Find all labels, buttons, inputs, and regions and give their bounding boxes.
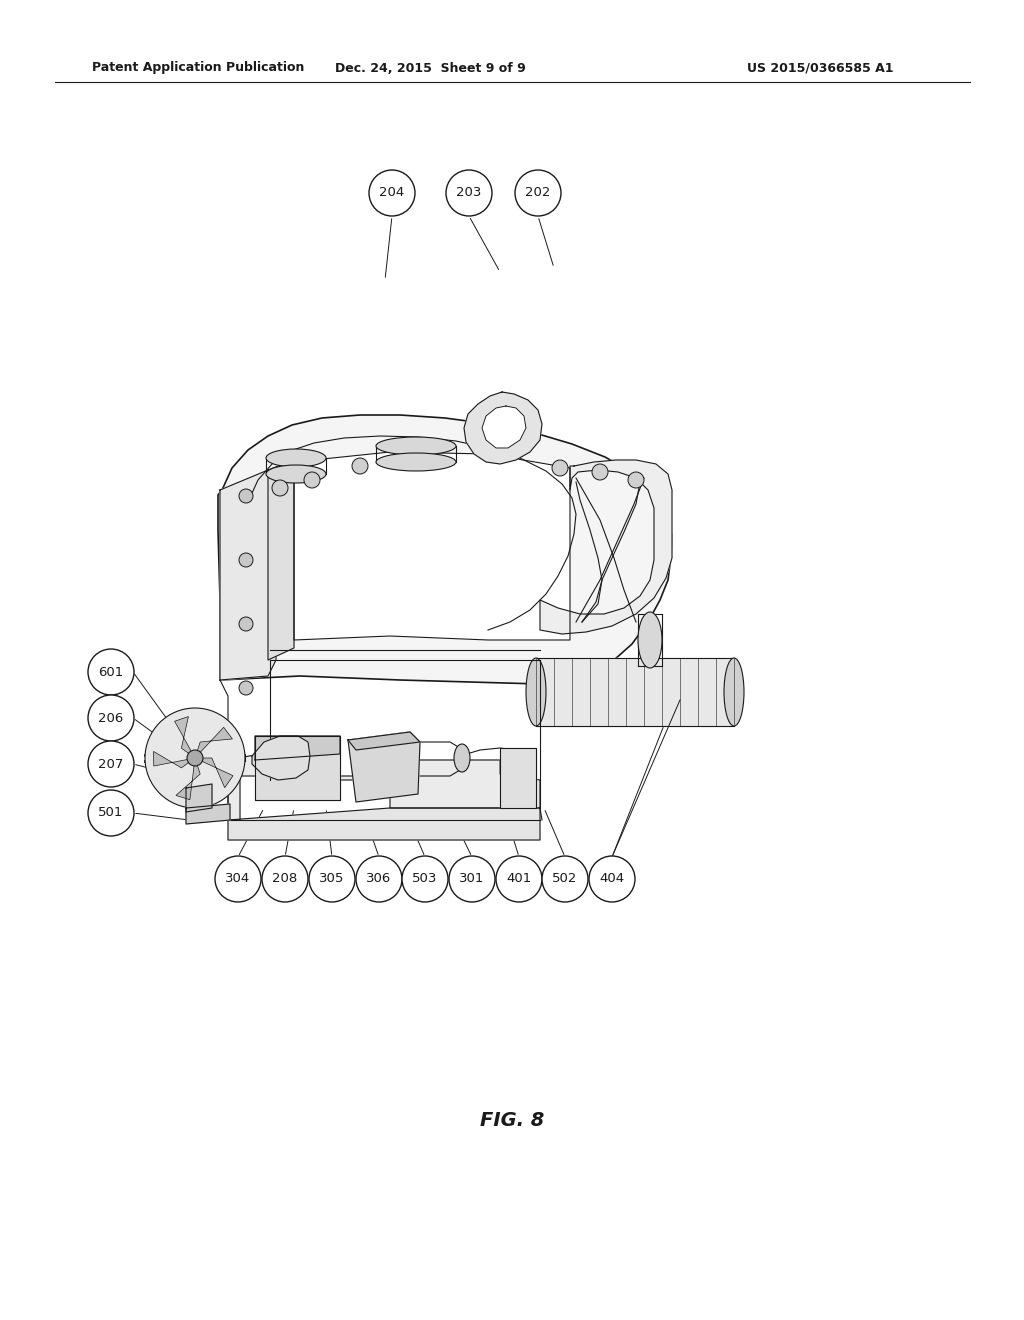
Polygon shape <box>195 727 232 758</box>
Circle shape <box>552 459 568 477</box>
Ellipse shape <box>724 657 744 726</box>
Text: 204: 204 <box>379 186 404 199</box>
Polygon shape <box>186 784 212 812</box>
Text: 301: 301 <box>460 873 484 886</box>
Circle shape <box>515 170 561 216</box>
Circle shape <box>352 458 368 474</box>
Ellipse shape <box>376 453 456 471</box>
Polygon shape <box>482 407 526 447</box>
Circle shape <box>369 170 415 216</box>
Circle shape <box>592 465 608 480</box>
Text: 306: 306 <box>367 873 391 886</box>
Ellipse shape <box>454 744 470 772</box>
Circle shape <box>589 855 635 902</box>
Polygon shape <box>348 733 420 803</box>
Text: 207: 207 <box>98 758 124 771</box>
Text: 304: 304 <box>225 873 251 886</box>
Polygon shape <box>154 751 195 768</box>
Circle shape <box>239 681 253 696</box>
Circle shape <box>356 855 402 902</box>
Circle shape <box>446 170 492 216</box>
Text: FIG. 8: FIG. 8 <box>480 1110 544 1130</box>
Polygon shape <box>536 657 734 726</box>
Circle shape <box>88 789 134 836</box>
Text: 503: 503 <box>413 873 437 886</box>
Polygon shape <box>540 459 672 634</box>
Circle shape <box>239 488 253 503</box>
Text: US 2015/0366585 A1: US 2015/0366585 A1 <box>746 62 893 74</box>
Circle shape <box>628 473 644 488</box>
Ellipse shape <box>526 657 546 726</box>
Circle shape <box>272 480 288 496</box>
Polygon shape <box>218 414 672 684</box>
Circle shape <box>304 473 319 488</box>
Ellipse shape <box>266 449 326 467</box>
Circle shape <box>262 855 308 902</box>
Polygon shape <box>255 737 340 760</box>
Circle shape <box>449 855 495 902</box>
Text: 208: 208 <box>272 873 298 886</box>
Polygon shape <box>255 737 340 800</box>
Polygon shape <box>228 754 540 820</box>
Circle shape <box>88 696 134 741</box>
Polygon shape <box>464 392 542 465</box>
Circle shape <box>187 750 203 766</box>
Text: 401: 401 <box>507 873 531 886</box>
Text: Dec. 24, 2015  Sheet 9 of 9: Dec. 24, 2015 Sheet 9 of 9 <box>335 62 525 74</box>
Polygon shape <box>186 804 230 824</box>
Circle shape <box>88 649 134 696</box>
Polygon shape <box>500 748 536 808</box>
Ellipse shape <box>376 437 456 455</box>
Circle shape <box>309 855 355 902</box>
Circle shape <box>542 855 588 902</box>
Text: 202: 202 <box>525 186 551 199</box>
Polygon shape <box>175 717 195 758</box>
Polygon shape <box>228 808 540 840</box>
Polygon shape <box>220 470 276 680</box>
Polygon shape <box>252 737 310 780</box>
Text: 206: 206 <box>98 711 124 725</box>
Text: 305: 305 <box>319 873 345 886</box>
Circle shape <box>239 553 253 568</box>
Ellipse shape <box>638 612 662 668</box>
Polygon shape <box>294 451 570 640</box>
Text: 601: 601 <box>98 665 124 678</box>
Polygon shape <box>268 459 294 660</box>
Text: 501: 501 <box>98 807 124 820</box>
Polygon shape <box>348 733 420 750</box>
Circle shape <box>402 855 449 902</box>
Text: 203: 203 <box>457 186 481 199</box>
Ellipse shape <box>266 465 326 483</box>
Text: Patent Application Publication: Patent Application Publication <box>92 62 304 74</box>
Text: 404: 404 <box>599 873 625 886</box>
Polygon shape <box>176 758 200 800</box>
Circle shape <box>88 741 134 787</box>
Text: 502: 502 <box>552 873 578 886</box>
Circle shape <box>145 708 245 808</box>
Circle shape <box>215 855 261 902</box>
Circle shape <box>496 855 542 902</box>
Polygon shape <box>195 758 233 788</box>
Circle shape <box>239 616 253 631</box>
